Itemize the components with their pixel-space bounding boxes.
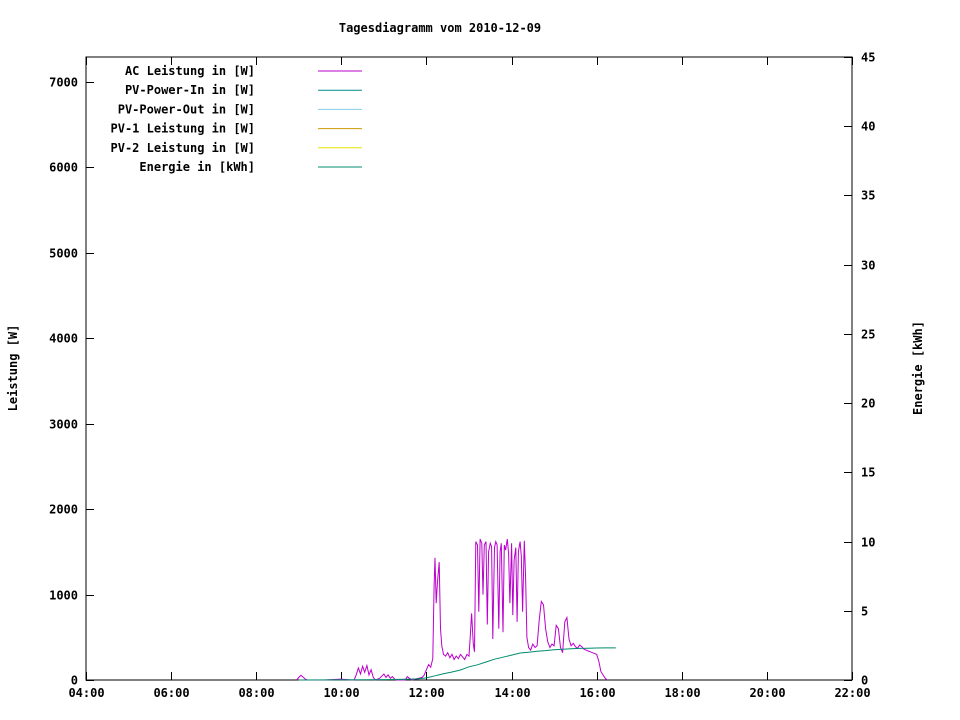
series-line-energie-in-kwh xyxy=(298,647,616,681)
y-tick-label: 7000 xyxy=(49,76,78,90)
y2-tick-label: 30 xyxy=(861,259,875,273)
y2-tick-label: 45 xyxy=(861,51,875,65)
x-tick-label: 06:00 xyxy=(153,686,189,700)
x-tick-label: 14:00 xyxy=(494,686,530,700)
y-tick-label: 0 xyxy=(71,674,78,688)
x-tick-label: 10:00 xyxy=(323,686,359,700)
x-tick-label: 12:00 xyxy=(408,686,444,700)
y-tick-label: 1000 xyxy=(49,589,78,603)
y-tick-label: 5000 xyxy=(49,247,78,261)
x-tick-label: 08:00 xyxy=(238,686,274,700)
chart-title: Tagesdiagramm vom 2010-12-09 xyxy=(339,21,541,35)
y2-tick-label: 25 xyxy=(861,328,875,342)
y-tick-label: 3000 xyxy=(49,418,78,432)
y2-tick-label: 0 xyxy=(861,674,868,688)
x-tick-label: 22:00 xyxy=(834,686,870,700)
y2-axis-label: Energie [kWh] xyxy=(911,321,925,415)
series-line-ac-leistung-in-w xyxy=(296,538,608,681)
x-tick-label: 16:00 xyxy=(579,686,615,700)
y-tick-label: 2000 xyxy=(49,503,78,517)
legend-label: PV-Power-In in [W] xyxy=(125,83,255,97)
y2-tick-label: 20 xyxy=(861,397,875,411)
plot-area: 04:00 06:00 08:00 10:00 12:00 14:00 16:00 18:00… xyxy=(49,51,875,701)
y-axis-label: Leistung [W] xyxy=(6,325,20,412)
y2-tick-label: 10 xyxy=(861,536,875,550)
y2-tick-label: 40 xyxy=(861,120,875,134)
y2-tick-label: 35 xyxy=(861,189,875,203)
legend-label: Energie in [kWh] xyxy=(139,160,255,174)
legend-label: PV-2 Leistung in [W] xyxy=(111,141,256,155)
plot-border xyxy=(85,56,853,681)
legend-label: PV-1 Leistung in [W] xyxy=(111,122,256,136)
y-tick-label: 4000 xyxy=(49,332,78,346)
y-tick-label: 6000 xyxy=(49,161,78,175)
x-tick-label: 20:00 xyxy=(749,686,785,700)
legend-label: PV-Power-Out in [W] xyxy=(118,102,255,116)
x-tick-label: 18:00 xyxy=(664,686,700,700)
legend-label: AC Leistung in [W] xyxy=(125,64,255,78)
y2-tick-label: 15 xyxy=(861,466,875,480)
x-tick-label: 04:00 xyxy=(68,686,104,700)
y2-tick-label: 5 xyxy=(861,605,868,619)
